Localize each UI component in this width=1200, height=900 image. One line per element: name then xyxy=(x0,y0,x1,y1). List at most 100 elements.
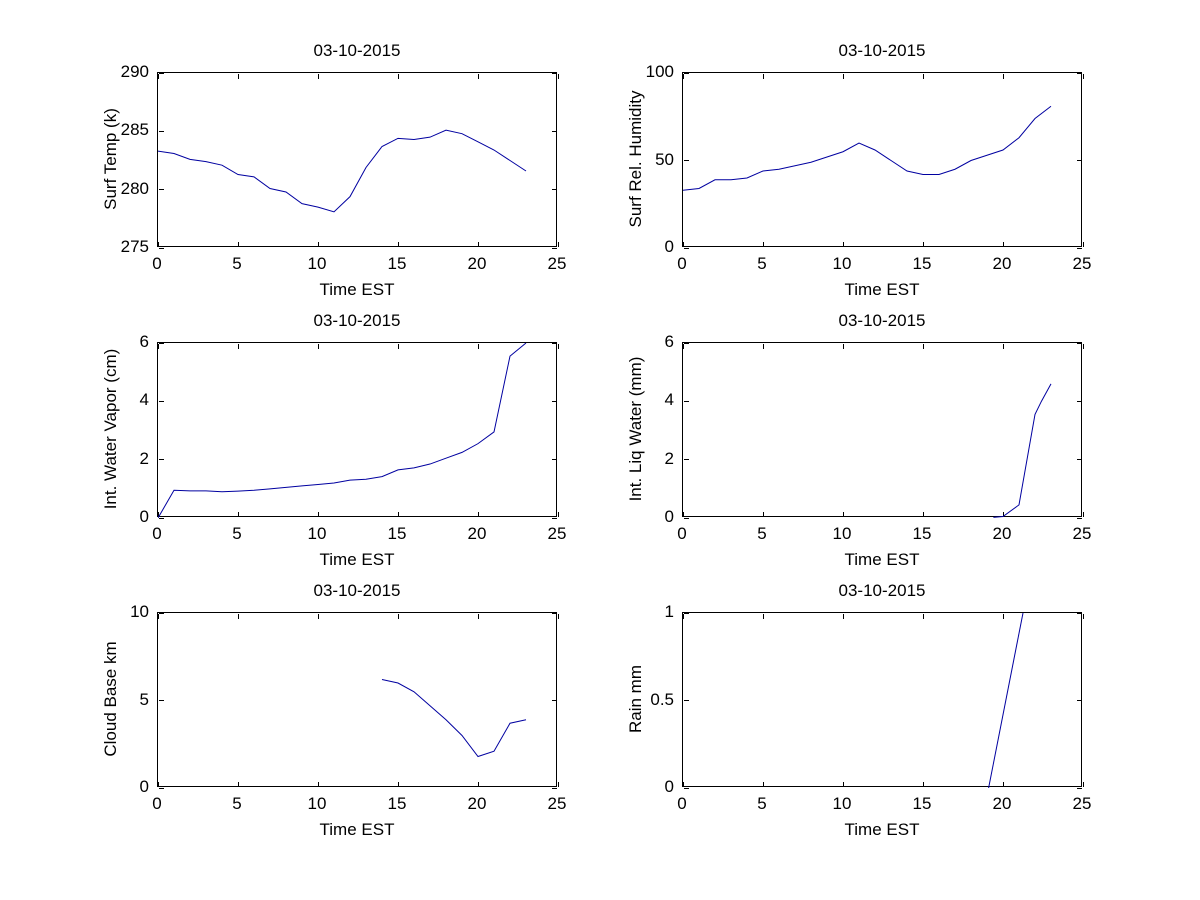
x-tick-mark xyxy=(1082,344,1084,349)
subplot-int-water-vapor: 03-10-2015 Int. Water Vapor (cm) Time ES… xyxy=(101,311,566,569)
x-tick-mark xyxy=(762,782,764,787)
data-line-svg xyxy=(381,679,527,758)
y-tick-mark xyxy=(1077,700,1082,701)
y-tick-mark xyxy=(552,130,557,132)
x-tick-label: 25 xyxy=(1072,794,1092,813)
x-tick-label: 10 xyxy=(307,254,327,273)
x-tick-mark xyxy=(317,782,319,787)
y-tick-label: 1 xyxy=(664,602,674,621)
x-tick-mark xyxy=(397,782,399,787)
data-line xyxy=(381,679,527,758)
x-tick-label: 20 xyxy=(992,794,1012,813)
plot-title: 03-10-2015 xyxy=(838,581,926,600)
data-line-svg xyxy=(158,129,527,213)
x-tick-label: 15 xyxy=(912,524,932,543)
x-axis-label: Time EST xyxy=(844,550,920,569)
x-tick-label: 20 xyxy=(467,794,487,813)
x-tick-mark xyxy=(237,614,239,619)
x-tick-mark xyxy=(1082,782,1084,787)
x-tick-label: 20 xyxy=(467,254,487,273)
x-tick-label: 5 xyxy=(232,254,242,273)
subplot-cloud-base: 03-10-2015 Cloud Base km Time EST 0 5 10 15… xyxy=(101,581,566,839)
x-tick-mark xyxy=(317,512,319,517)
y-tick-mark xyxy=(552,787,557,789)
y-tick-mark xyxy=(1077,787,1082,789)
y-tick-mark xyxy=(684,787,689,789)
subplot-int-liq-water: 03-10-2015 Int. Liq Water (mm) Time EST … xyxy=(626,311,1091,569)
y-tick-label: 0 xyxy=(139,507,149,526)
y-tick-label: 275 xyxy=(120,237,149,256)
x-tick-mark xyxy=(842,614,844,619)
x-tick-mark xyxy=(317,614,319,619)
x-tick-mark xyxy=(157,782,159,787)
y-tick-mark xyxy=(1077,72,1082,74)
x-tick-mark xyxy=(1002,782,1004,787)
subplot-surf-temp: 03-10-2015 Surf Temp (k) Time EST 0 5 10 15… xyxy=(101,41,566,299)
x-tick-mark xyxy=(317,242,319,247)
x-tick-mark xyxy=(237,344,239,349)
x-tick-mark xyxy=(237,512,239,517)
y-tick-mark xyxy=(159,517,164,519)
x-axis-label: Time EST xyxy=(319,820,395,839)
y-tick-mark xyxy=(1077,459,1082,461)
x-tick-label: 0 xyxy=(152,524,162,543)
x-tick-label: 5 xyxy=(757,524,767,543)
data-line xyxy=(158,343,527,518)
x-tick-label: 5 xyxy=(232,524,242,543)
x-tick-mark xyxy=(842,242,844,247)
x-tick-mark xyxy=(682,74,684,79)
x-tick-mark xyxy=(477,344,479,349)
y-axis-label: Int. Liq Water (mm) xyxy=(626,356,645,501)
x-tick-mark xyxy=(397,512,399,517)
x-tick-mark xyxy=(397,344,399,349)
x-axis-label: Time EST xyxy=(319,280,395,299)
x-tick-mark xyxy=(1002,512,1004,517)
x-tick-mark xyxy=(157,242,159,247)
x-tick-mark xyxy=(1002,614,1004,619)
x-tick-label: 0 xyxy=(152,794,162,813)
x-tick-mark xyxy=(922,512,924,517)
data-line xyxy=(988,613,1024,788)
y-tick-label: 50 xyxy=(655,149,674,169)
y-tick-mark xyxy=(159,130,164,132)
data-line xyxy=(993,383,1052,518)
y-tick-mark xyxy=(552,342,557,344)
x-tick-mark xyxy=(557,344,559,349)
y-axis-label: Surf Temp (k) xyxy=(101,107,120,210)
x-tick-mark xyxy=(477,614,479,619)
x-tick-mark xyxy=(1082,74,1084,79)
y-tick-label: 0.5 xyxy=(650,689,674,709)
x-tick-mark xyxy=(237,242,239,247)
data-line-svg xyxy=(993,383,1052,518)
x-tick-mark xyxy=(1002,344,1004,349)
subplot-surf-rel-humidity: 03-10-2015 Surf Rel. Humidity Time EST 0… xyxy=(626,41,1091,299)
x-tick-label: 0 xyxy=(677,794,687,813)
x-tick-label: 25 xyxy=(547,254,567,273)
x-tick-mark xyxy=(762,344,764,349)
x-tick-mark xyxy=(157,344,159,349)
x-axis-label: Time EST xyxy=(319,550,395,569)
x-tick-mark xyxy=(477,512,479,517)
x-tick-mark xyxy=(682,614,684,619)
x-tick-mark xyxy=(237,74,239,79)
y-tick-mark xyxy=(684,247,689,249)
y-tick-mark xyxy=(552,400,557,402)
y-tick-mark xyxy=(684,517,689,519)
y-tick-mark xyxy=(552,247,557,249)
y-tick-mark xyxy=(159,247,164,249)
y-tick-label: 4 xyxy=(664,390,674,410)
x-tick-label: 5 xyxy=(757,254,767,273)
x-tick-label: 25 xyxy=(1072,254,1092,273)
plot-title: 03-10-2015 xyxy=(313,581,401,600)
y-tick-mark xyxy=(159,189,164,191)
x-tick-mark xyxy=(157,512,159,517)
y-tick-mark xyxy=(159,700,164,701)
y-tick-mark xyxy=(684,72,689,74)
x-tick-mark xyxy=(157,74,159,79)
x-tick-label: 15 xyxy=(387,254,407,273)
x-tick-mark xyxy=(922,242,924,247)
data-line-svg xyxy=(683,105,1052,191)
y-tick-label: 0 xyxy=(664,777,674,796)
y-tick-mark xyxy=(684,160,689,161)
x-tick-mark xyxy=(922,614,924,619)
